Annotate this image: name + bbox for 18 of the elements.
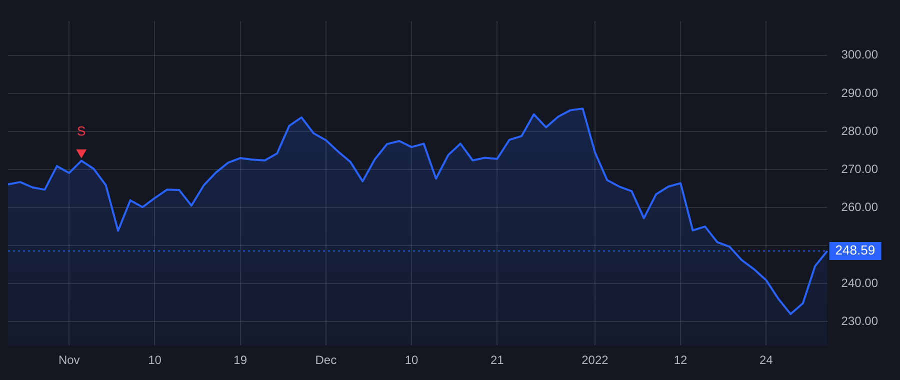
y-tick-label: 270.00 — [841, 162, 878, 176]
x-tick-label: 10 — [404, 353, 419, 368]
x-tick-label: Dec — [315, 353, 337, 368]
x-tick-label: Nov — [58, 353, 80, 368]
x-tick-label: 12 — [674, 353, 688, 368]
x-tick-label: 24 — [759, 353, 774, 368]
y-tick-label: 260.00 — [841, 200, 878, 214]
annotation: S — [77, 123, 86, 138]
x-tick-label: 10 — [148, 353, 162, 368]
y-tick-label: 280.00 — [841, 124, 878, 138]
x-tick-label: 2022 — [582, 353, 609, 368]
x-tick-label: 19 — [234, 353, 248, 368]
x-tick-label: 21 — [490, 353, 504, 368]
y-tick-label: 300.00 — [841, 48, 878, 62]
y-tick-label: 230.00 — [841, 314, 878, 328]
y-tick-label: 290.00 — [841, 86, 878, 100]
ref-line-label: 248.59 — [835, 242, 876, 258]
y-tick-label: 240.00 — [841, 276, 878, 290]
